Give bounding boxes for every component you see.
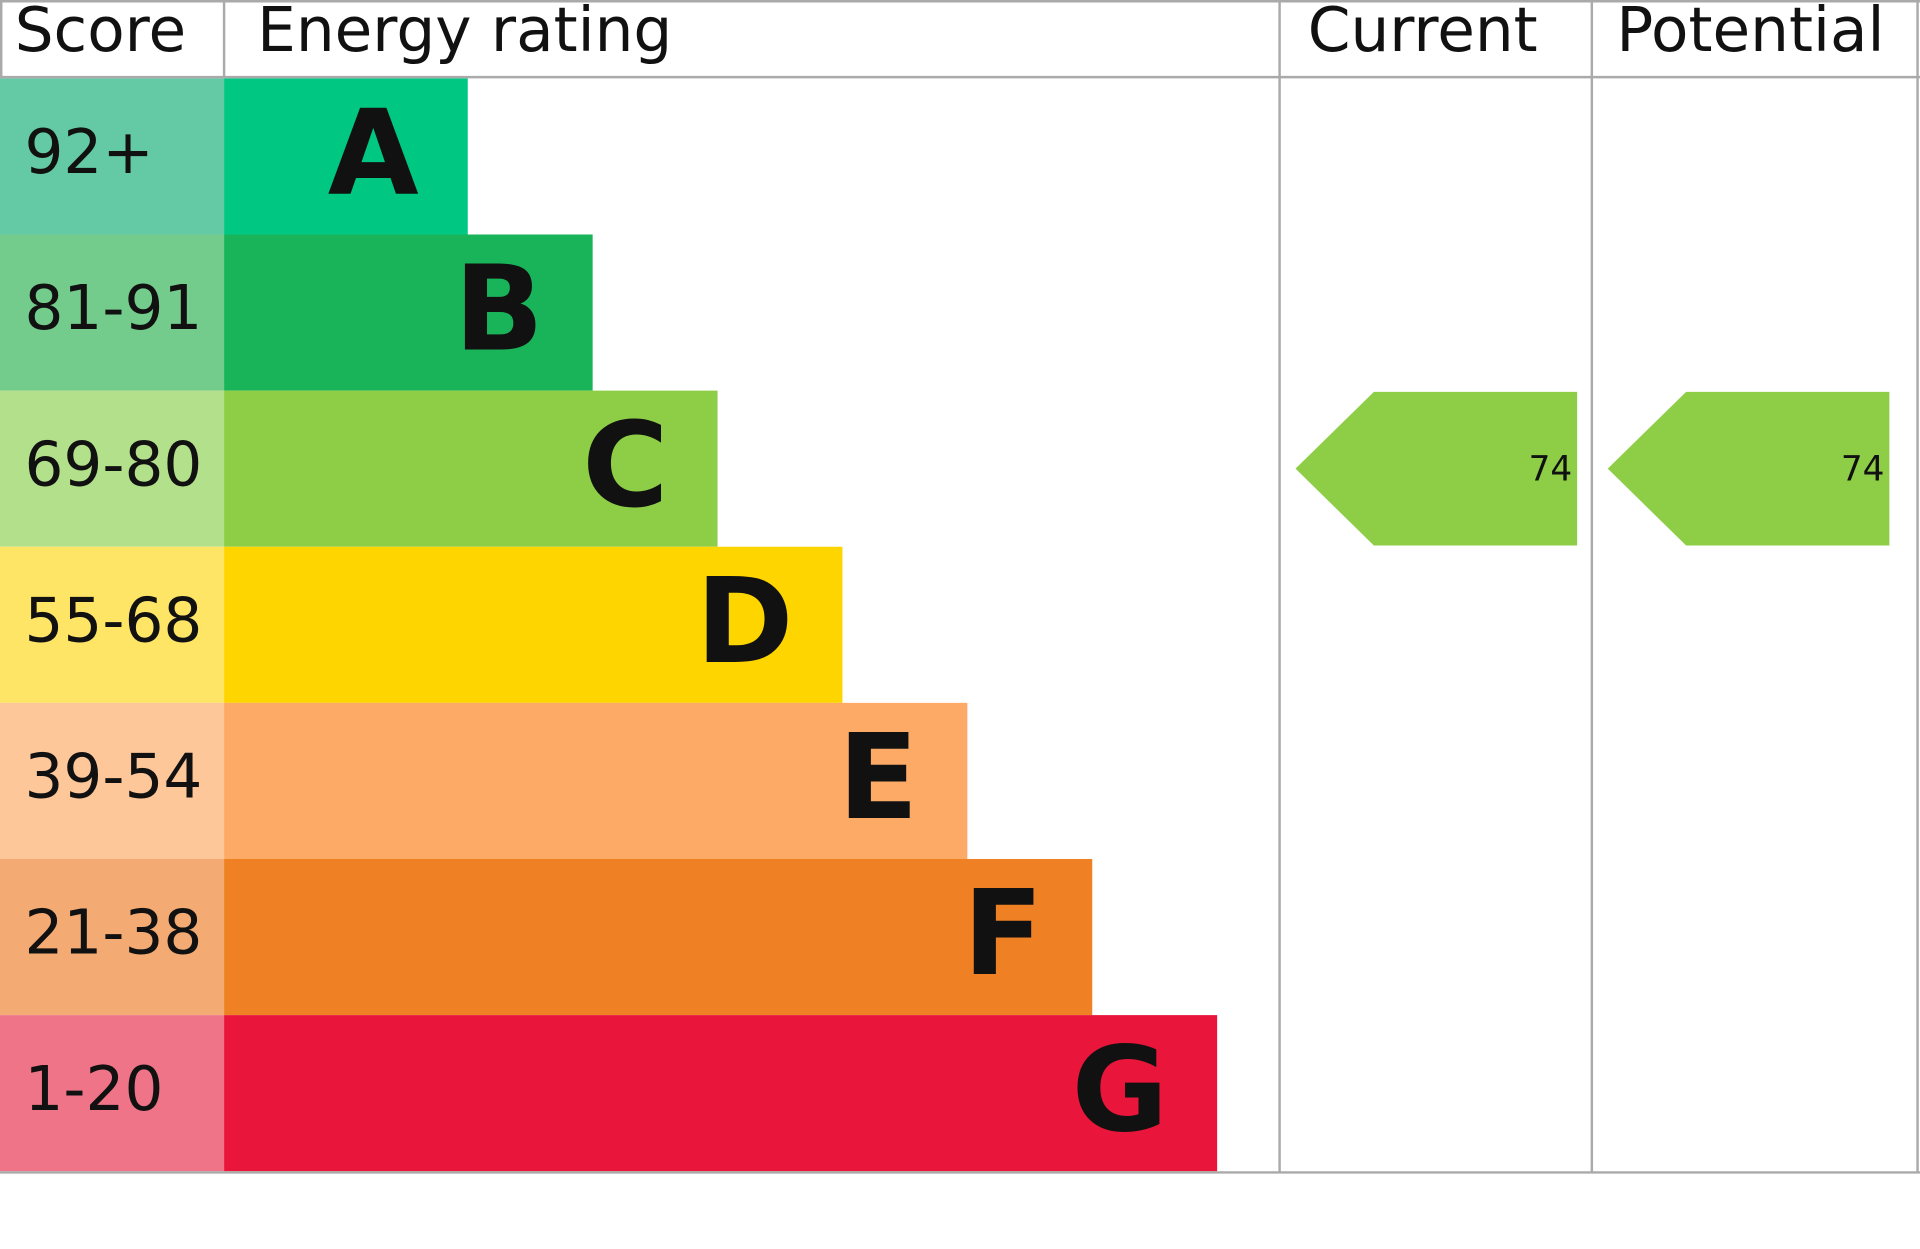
rating-letter: B <box>454 241 544 378</box>
score-cell <box>0 702 225 859</box>
rating-bar <box>224 546 843 703</box>
potential-arrow <box>1607 391 1890 546</box>
header-current: Current <box>1308 0 1538 66</box>
current-value: 74 <box>1529 450 1573 490</box>
score-label: 81-91 <box>24 273 202 344</box>
header-potential: Potential <box>1616 0 1884 66</box>
rating-letter: D <box>696 553 794 690</box>
score-cell <box>0 390 225 547</box>
score-label: 39-54 <box>24 742 202 813</box>
header-rating: Energy rating <box>257 0 672 66</box>
header-score: Score <box>15 0 186 66</box>
rating-letter: A <box>328 85 419 222</box>
rating-letter: F <box>963 865 1043 1002</box>
score-label: 1-20 <box>24 1054 163 1125</box>
potential-value: 74 <box>1841 450 1885 490</box>
score-cell <box>0 234 225 391</box>
rating-bar <box>224 702 968 859</box>
score-cell <box>0 1015 225 1172</box>
score-label: 69-80 <box>24 429 202 500</box>
rating-letter: C <box>582 397 668 534</box>
score-cell <box>0 546 225 703</box>
rating-letter: G <box>1072 1021 1168 1158</box>
score-cell <box>0 858 225 1016</box>
rating-bar <box>224 1015 1218 1172</box>
rating-bar <box>224 234 593 391</box>
current-arrow <box>1295 391 1578 546</box>
score-cell <box>0 78 225 235</box>
rating-bar <box>224 858 1093 1016</box>
rating-letter: E <box>838 709 918 846</box>
rating-bar <box>224 390 718 547</box>
score-label: 21-38 <box>24 898 202 969</box>
score-label: 92+ <box>24 117 153 188</box>
score-label: 55-68 <box>24 585 202 656</box>
rating-bar <box>224 78 468 235</box>
